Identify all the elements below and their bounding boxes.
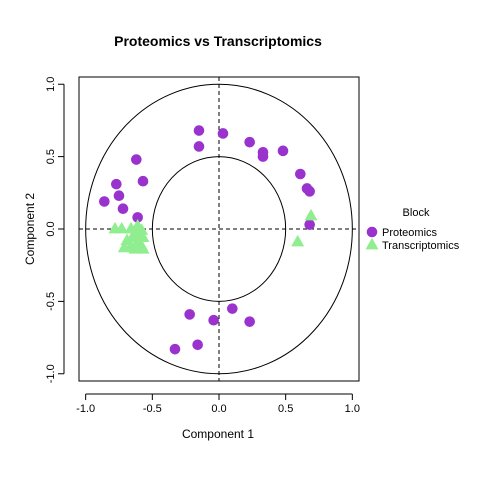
- transcriptomics-point: [115, 221, 129, 234]
- y-axis-label: Component 2: [23, 193, 37, 265]
- proteomics-point: [113, 190, 125, 202]
- transcriptomics-series: [108, 208, 318, 254]
- proteomics-point: [184, 309, 195, 320]
- proteomics-legend-label: Proteomics: [382, 227, 438, 239]
- transcriptomics-point: [124, 221, 138, 234]
- y-axis: -1.0 -0.5 0.0 0.5 1.0: [45, 77, 65, 383]
- proteomics-point: [227, 303, 238, 314]
- transcriptomics-legend-label: Transcriptomics: [382, 240, 460, 252]
- proteomics-point: [217, 128, 229, 139]
- proteomics-point: [304, 186, 315, 197]
- proteomics-point: [137, 175, 149, 187]
- x-tick-label: -1.0: [76, 403, 95, 415]
- proteomics-point: [244, 136, 255, 148]
- transcriptomics-point: [117, 240, 131, 253]
- data-points: [99, 125, 318, 355]
- y-tick-label: 0.5: [45, 149, 57, 164]
- proteomics-point: [244, 316, 255, 327]
- proteomics-series: [99, 125, 315, 355]
- x-tick-label: 0.0: [211, 403, 226, 415]
- proteomics-legend-marker: [366, 226, 378, 238]
- proteomics-point: [111, 178, 122, 190]
- proteomics-point: [132, 212, 143, 223]
- proteomics-point: [131, 154, 142, 165]
- chart-title: Proteomics vs Transcriptomics: [114, 33, 322, 49]
- proteomics-point: [117, 203, 129, 215]
- proteomics-point: [208, 314, 219, 326]
- proteomics-point: [99, 196, 110, 207]
- transcriptomics-legend-marker: [365, 237, 379, 250]
- y-tick-label: -1.0: [45, 364, 57, 383]
- x-tick-label: 1.0: [345, 403, 360, 415]
- x-axis: -1.0 -0.5 0.0 0.5 1.0: [76, 393, 360, 415]
- proteomics-point: [193, 141, 205, 152]
- proteomics-point: [295, 168, 306, 180]
- x-tick-label: -0.5: [143, 403, 162, 415]
- x-tick-label: 0.5: [278, 403, 293, 415]
- transcriptomics-point: [136, 242, 150, 254]
- legend-title: Block: [403, 207, 430, 219]
- x-axis-label: Component 1: [182, 427, 254, 441]
- proteomics-point: [257, 151, 269, 162]
- proteomics-point: [277, 145, 289, 157]
- y-tick-label: 1.0: [45, 77, 57, 92]
- proteomics-point: [192, 339, 203, 351]
- proteomics-point: [304, 219, 315, 230]
- transcriptomics-point: [304, 208, 318, 221]
- y-tick-label: -0.5: [45, 292, 57, 311]
- proteomics-point: [169, 343, 181, 355]
- y-tick-label: 0.0: [45, 221, 57, 236]
- proteomics-point: [193, 125, 205, 136]
- transcriptomics-point: [291, 234, 305, 247]
